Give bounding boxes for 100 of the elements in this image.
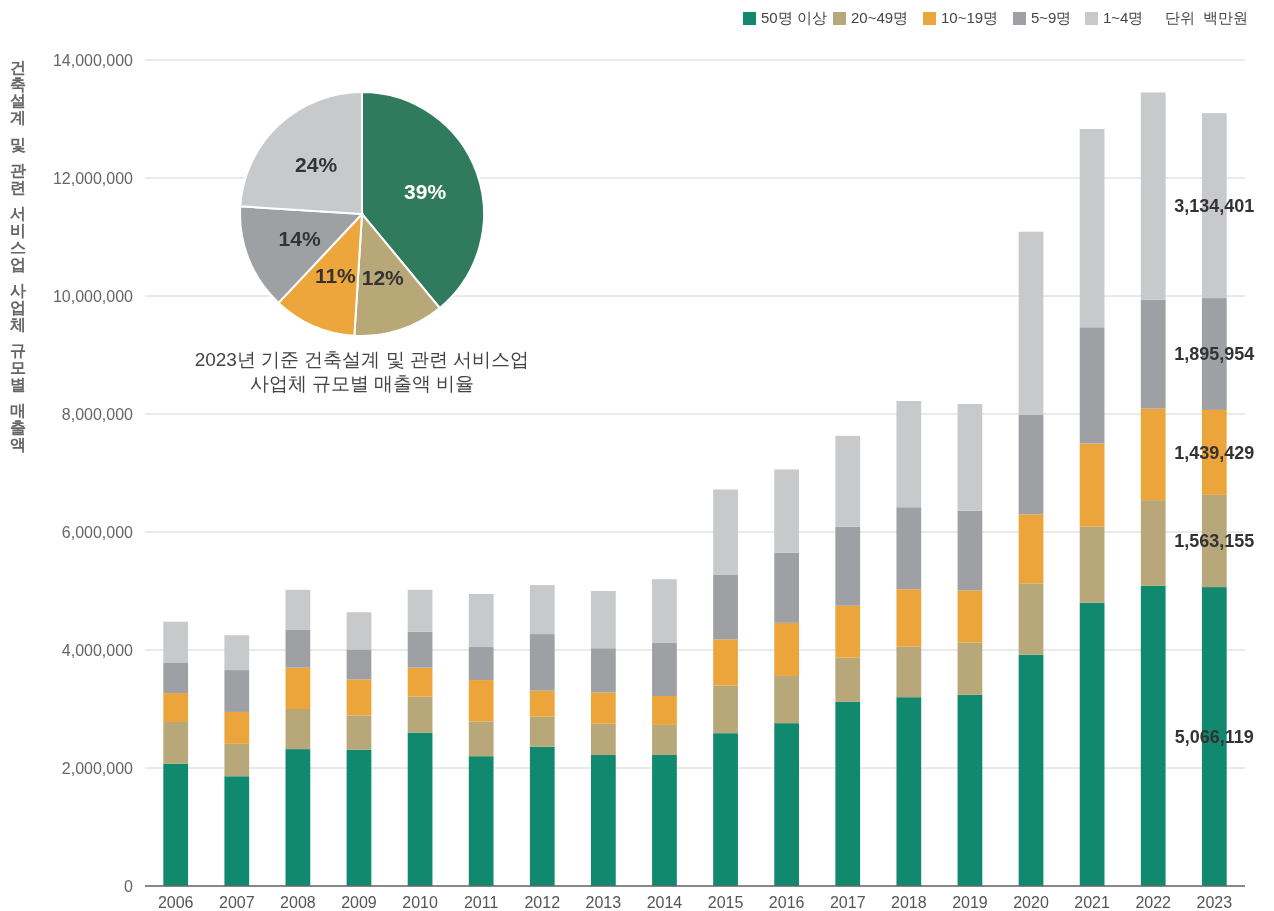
bar bbox=[163, 721, 189, 764]
bar bbox=[468, 680, 494, 722]
x-tick-label: 2009 bbox=[341, 894, 377, 911]
bar bbox=[774, 723, 800, 886]
bar bbox=[1079, 443, 1105, 527]
bar bbox=[224, 670, 250, 712]
bar bbox=[529, 585, 555, 635]
data-label: 39% bbox=[404, 179, 447, 203]
bar bbox=[346, 649, 372, 680]
bar bbox=[957, 694, 983, 886]
legend-label: 10~19명 bbox=[941, 9, 999, 27]
x-tick-label: 2012 bbox=[524, 894, 561, 911]
bar bbox=[957, 510, 983, 591]
x-tick-label: 2014 bbox=[646, 894, 683, 911]
bar bbox=[590, 723, 616, 756]
bar bbox=[835, 657, 861, 702]
bar bbox=[713, 733, 738, 886]
data-label: 12% bbox=[361, 266, 405, 290]
legend-label: 20~49명 bbox=[851, 9, 909, 27]
bar bbox=[407, 589, 433, 632]
bar bbox=[224, 776, 250, 886]
bar bbox=[407, 667, 433, 697]
bar bbox=[774, 675, 800, 724]
bar bbox=[652, 724, 677, 756]
y-tick-label: 4,000,000 bbox=[61, 641, 134, 659]
x-tick-label: 2016 bbox=[768, 894, 805, 911]
bar bbox=[346, 612, 372, 650]
bar bbox=[590, 692, 616, 724]
x-tick-label: 2023 bbox=[1196, 894, 1233, 911]
x-tick-label: 2007 bbox=[219, 894, 255, 911]
data-label: 11% bbox=[314, 263, 357, 287]
bar bbox=[896, 507, 922, 590]
bar bbox=[224, 711, 250, 744]
y-tick-label: 6,000,000 bbox=[61, 523, 134, 541]
bar bbox=[1018, 514, 1044, 584]
bar bbox=[224, 743, 250, 777]
y-tick-label: 2,000,000 bbox=[61, 759, 134, 777]
y-tick-label: 10,000,000 bbox=[52, 287, 134, 305]
bar bbox=[1079, 526, 1105, 603]
bar bbox=[957, 590, 983, 643]
bar bbox=[407, 732, 433, 886]
data-label: 3,134,401 bbox=[1174, 195, 1255, 216]
text: 건축설계 및 관련 서비스업 사업체 규모별 매출액 bbox=[10, 58, 26, 453]
bar bbox=[529, 746, 555, 886]
bar bbox=[529, 716, 555, 747]
x-tick-label: 2008 bbox=[280, 894, 316, 911]
x-tick-label: 2019 bbox=[952, 894, 988, 911]
y-tick-label: 0 bbox=[124, 877, 134, 895]
bar bbox=[713, 685, 738, 734]
x-tick-label: 2013 bbox=[585, 894, 622, 911]
bar bbox=[835, 605, 861, 658]
bar bbox=[1140, 408, 1166, 501]
x-tick-label: 2011 bbox=[463, 894, 499, 911]
bar bbox=[835, 526, 861, 606]
bar bbox=[407, 696, 433, 733]
bar bbox=[163, 763, 189, 886]
bar bbox=[163, 662, 189, 694]
y-tick-label: 12,000,000 bbox=[52, 169, 134, 187]
legend-label: 1~4명 bbox=[1103, 9, 1144, 27]
bar bbox=[590, 648, 616, 693]
y-tick-label: 8,000,000 bbox=[61, 405, 134, 423]
text: 단위 백만원 bbox=[1164, 9, 1248, 27]
bar bbox=[1140, 299, 1166, 409]
y-tick-label: 14,000,000 bbox=[52, 51, 134, 69]
bar bbox=[529, 634, 555, 691]
legend-label: 50명 이상 bbox=[761, 9, 827, 27]
data-label: 14% bbox=[278, 227, 321, 251]
bar bbox=[1018, 654, 1044, 886]
bar bbox=[346, 715, 372, 750]
bar bbox=[957, 642, 983, 695]
bar bbox=[896, 697, 922, 886]
bar bbox=[652, 579, 677, 643]
bar bbox=[468, 647, 494, 681]
bar bbox=[713, 574, 738, 640]
x-tick-label: 2018 bbox=[891, 894, 927, 911]
bar bbox=[468, 721, 494, 757]
bar bbox=[285, 589, 311, 630]
x-tick-label: 2017 bbox=[829, 894, 866, 911]
bar bbox=[1018, 583, 1044, 655]
x-tick-label: 2022 bbox=[1135, 894, 1172, 911]
bar bbox=[590, 591, 616, 649]
bar bbox=[285, 667, 311, 709]
bar bbox=[163, 693, 189, 722]
bar bbox=[590, 755, 616, 886]
bar bbox=[407, 631, 433, 668]
bar bbox=[835, 435, 861, 527]
bar bbox=[285, 629, 311, 668]
data-label: 24% bbox=[295, 153, 338, 177]
bar bbox=[896, 589, 922, 647]
x-tick-label: 2021 bbox=[1074, 894, 1111, 911]
bar bbox=[774, 552, 800, 623]
bar bbox=[529, 690, 555, 717]
bar bbox=[468, 593, 494, 648]
bar bbox=[774, 622, 800, 676]
data-label: 1,895,954 bbox=[1174, 344, 1255, 365]
bar bbox=[652, 755, 677, 886]
bar bbox=[1018, 414, 1044, 515]
bar bbox=[1079, 327, 1105, 444]
x-tick-label: 2015 bbox=[707, 894, 744, 911]
bar bbox=[1140, 500, 1166, 586]
